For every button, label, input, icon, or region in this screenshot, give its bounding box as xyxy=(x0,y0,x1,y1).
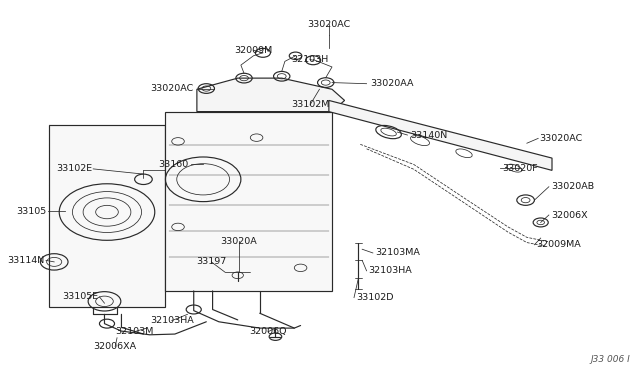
Text: J33 006 I: J33 006 I xyxy=(591,355,630,364)
Text: 32006Q: 32006Q xyxy=(249,327,287,336)
Text: 33020AC: 33020AC xyxy=(540,134,582,143)
Text: 32103M: 32103M xyxy=(115,327,153,336)
Polygon shape xyxy=(49,125,166,307)
Text: 33020AC: 33020AC xyxy=(150,84,194,93)
Text: 33020A: 33020A xyxy=(221,237,257,246)
Text: 32006XA: 32006XA xyxy=(93,342,137,351)
Text: 33102E: 33102E xyxy=(56,164,92,173)
Text: 33020AA: 33020AA xyxy=(370,79,413,88)
Text: 32009M: 32009M xyxy=(234,46,273,55)
Text: 33160: 33160 xyxy=(159,160,189,169)
Text: 33105E: 33105E xyxy=(62,292,98,301)
Text: 32103MA: 32103MA xyxy=(375,248,420,257)
Text: 32009MA: 32009MA xyxy=(536,240,581,249)
Text: 33020F: 33020F xyxy=(502,164,538,173)
Text: 33140N: 33140N xyxy=(411,131,448,140)
Polygon shape xyxy=(329,100,552,170)
Text: 33114N: 33114N xyxy=(7,256,44,265)
Text: 32103H: 32103H xyxy=(291,55,329,64)
Text: 33105: 33105 xyxy=(16,207,46,216)
Text: 32006X: 32006X xyxy=(551,211,588,219)
Polygon shape xyxy=(166,112,332,291)
Text: 33102D: 33102D xyxy=(356,293,394,302)
Polygon shape xyxy=(197,78,344,112)
Text: 32103HA: 32103HA xyxy=(369,266,412,275)
Text: 33197: 33197 xyxy=(196,257,227,266)
Text: 33020AB: 33020AB xyxy=(551,182,594,191)
Text: 32103HA: 32103HA xyxy=(150,316,194,325)
Text: 33020AC: 33020AC xyxy=(307,20,351,29)
Text: 33102M: 33102M xyxy=(291,100,329,109)
